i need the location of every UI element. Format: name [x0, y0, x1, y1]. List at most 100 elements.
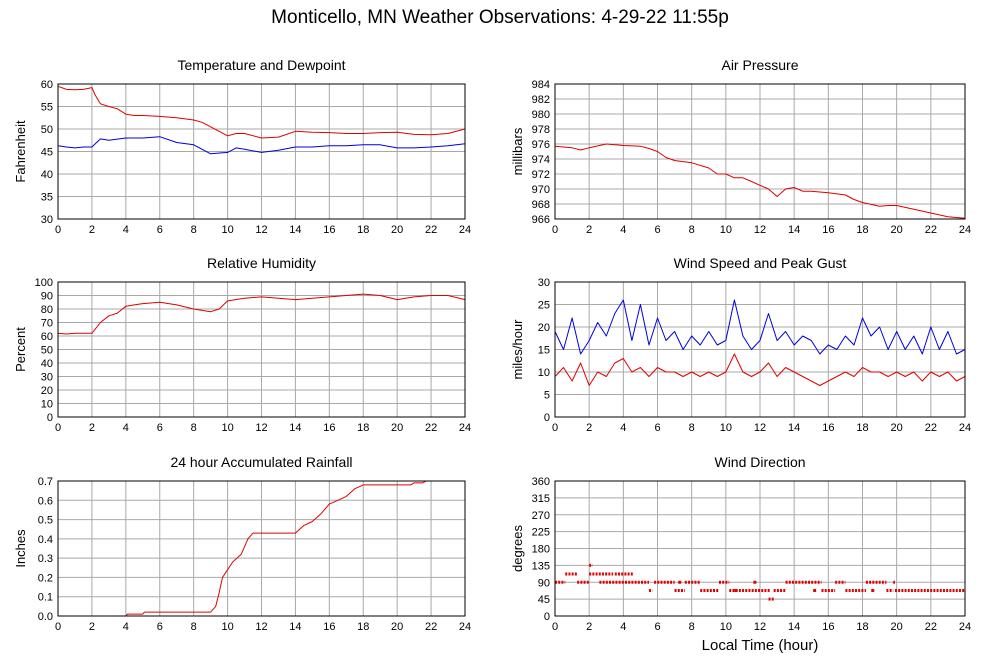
chart-wind-speed: Wind Speed and Peak Gust miles/hour 0 5 10 15… — [510, 255, 971, 434]
x-tick-label: 16 — [323, 224, 335, 236]
x-tick-label: 18 — [357, 224, 369, 236]
x-tick-label: 10 — [221, 422, 233, 434]
y-tick-label: 45 — [538, 594, 550, 606]
y-tick-label: 50 — [41, 124, 53, 136]
series-line-1 — [554, 143, 966, 219]
y-tick-label: 0 — [544, 412, 550, 424]
y-tick-label: 984 — [532, 79, 550, 91]
x-tick-label: 8 — [689, 422, 695, 434]
x-tick-label: 6 — [157, 621, 163, 633]
series-line-1 — [58, 480, 427, 617]
x-tick-label: 8 — [191, 422, 197, 434]
x-tick-label: 18 — [856, 621, 868, 633]
x-tick-label: 16 — [822, 422, 834, 434]
x-tick-label: 22 — [425, 224, 437, 236]
x-tick-label: 14 — [289, 224, 301, 236]
y-tick-label: 90 — [538, 577, 550, 589]
y-tick-label: 0 — [544, 611, 550, 623]
x-tick-label: 20 — [891, 621, 903, 633]
page-title: Monticello, MN Weather Observations: 4-2… — [271, 7, 729, 28]
x-tick-label: 10 — [720, 621, 732, 633]
y-tick-label: 70 — [41, 318, 53, 330]
x-tick-label: 8 — [689, 224, 695, 236]
y-tick-label: 40 — [41, 358, 53, 370]
x-tick-label: 14 — [289, 621, 301, 633]
chart-temperature: Temperature and DewpointFahrenheit303540… — [13, 57, 471, 236]
x-tick-label: 10 — [221, 621, 233, 633]
y-tick-label: 5 — [544, 390, 550, 402]
x-tick-label: 12 — [255, 224, 267, 236]
x-tick-label: 2 — [586, 621, 592, 633]
chart-title: Wind Speed and Peak Gust — [674, 255, 847, 271]
x-tick-label: 4 — [123, 621, 129, 633]
x-tick-label: 6 — [157, 224, 163, 236]
chart-humidity: Relative HumidityPercent0102030405060708… — [13, 255, 471, 434]
chart-wind-direction: Wind Directiondegrees0459013518022527031… — [510, 454, 971, 633]
x-tick-label: 22 — [425, 422, 437, 434]
series-line-1 — [57, 85, 466, 139]
plot-frame — [554, 281, 966, 418]
plot-frame — [57, 281, 466, 418]
direction-point — [813, 589, 817, 592]
y-tick-label: 974 — [532, 154, 550, 166]
x-tick-label: 0 — [55, 621, 61, 633]
y-tick-label: 40 — [41, 169, 53, 181]
chart-title: 24 hour Accumulated Rainfall — [170, 454, 352, 470]
x-tick-label: 6 — [654, 621, 660, 633]
x-tick-label: 0 — [552, 621, 558, 633]
x-tick-label: 6 — [157, 422, 163, 434]
y-tick-label: 180 — [532, 544, 550, 556]
x-tick-label: 22 — [425, 621, 437, 633]
y-tick-label: 966 — [532, 214, 550, 226]
x-tick-label: 12 — [255, 422, 267, 434]
x-tick-label: 22 — [925, 422, 937, 434]
x-tick-label: 2 — [89, 422, 95, 434]
x-tick-label: 8 — [191, 224, 197, 236]
series-line-2 — [57, 136, 466, 155]
y-tick-label: 0.3 — [38, 553, 53, 565]
x-tick-label: 14 — [289, 422, 301, 434]
x-tick-label: 6 — [654, 422, 660, 434]
y-tick-label: 315 — [532, 493, 550, 505]
direction-point — [871, 589, 875, 592]
direction-point — [734, 589, 738, 592]
y-tick-label: 970 — [532, 184, 550, 196]
x-tick-label: 18 — [856, 224, 868, 236]
series-line-2 — [554, 353, 966, 386]
y-tick-label: 20 — [41, 385, 53, 397]
x-tick-label: 2 — [89, 224, 95, 236]
x-tick-label: 20 — [391, 621, 403, 633]
y-tick-label: 35 — [41, 192, 53, 204]
y-tick-label: 270 — [532, 510, 550, 522]
plot-frame — [57, 480, 466, 617]
x-tick-label: 4 — [123, 422, 129, 434]
x-tick-label: 24 — [959, 224, 971, 236]
x-tick-label: 2 — [89, 621, 95, 633]
y-tick-label: 0 — [47, 412, 53, 424]
y-tick-label: 80 — [41, 304, 53, 316]
y-tick-label: 968 — [532, 199, 550, 211]
x-tick-label: 8 — [191, 621, 197, 633]
x-tick-label: 14 — [788, 224, 800, 236]
y-axis-label: Fahrenheit — [13, 120, 28, 183]
y-tick-label: 30 — [41, 372, 53, 384]
x-tick-label: 16 — [822, 224, 834, 236]
x-tick-label: 4 — [123, 224, 129, 236]
x-tick-label: 8 — [689, 621, 695, 633]
x-tick-label: 18 — [357, 621, 369, 633]
x-tick-label: 4 — [620, 621, 626, 633]
chart-rainfall: 24 hour Accumulated Rainfall Inches 0.0 0.1… — [13, 454, 471, 633]
chart-title: Air Pressure — [721, 57, 798, 73]
y-tick-label: 0.7 — [38, 476, 53, 488]
y-tick-label: 225 — [532, 527, 550, 539]
x-tick-label: 12 — [754, 224, 766, 236]
y-tick-label: 15 — [538, 345, 550, 357]
x-tick-label: 20 — [391, 422, 403, 434]
y-tick-label: 360 — [532, 476, 550, 488]
x-tick-label: 16 — [323, 422, 335, 434]
x-tick-label: 10 — [720, 224, 732, 236]
x-tick-label: 14 — [788, 621, 800, 633]
y-tick-label: 0.1 — [38, 592, 53, 604]
y-axis-label: Percent — [13, 327, 28, 372]
y-tick-label: 100 — [35, 277, 53, 289]
